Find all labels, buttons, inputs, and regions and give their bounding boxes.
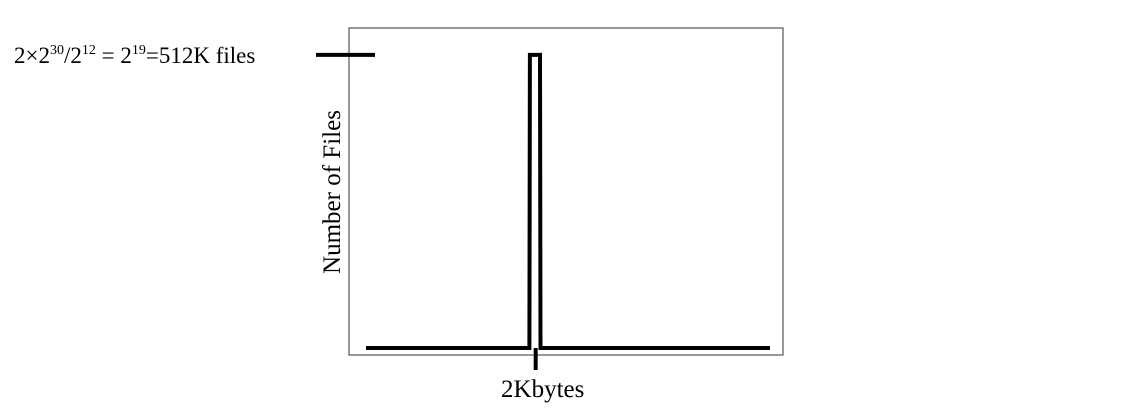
series-line-0 xyxy=(366,52,770,350)
y-axis-label: Number of Files xyxy=(319,110,346,274)
y-tick-label-part: 2×2 xyxy=(14,43,50,68)
tick-labels: 2Kbytes 2×230/212 = 219=512K files xyxy=(14,43,584,403)
y-tick-label-part: = 2 xyxy=(96,43,132,68)
y-tick-label-superscript: 12 xyxy=(82,43,96,58)
y-tick-label-0: 2×230/212 = 219=512K files xyxy=(14,43,255,68)
y-tick-label-superscript: 19 xyxy=(132,43,146,58)
y-tick-label-part: =512K files xyxy=(146,43,255,68)
y-tick-label-part: /2 xyxy=(64,43,82,68)
plot-frame xyxy=(348,27,784,356)
y-tick-label-superscript: 30 xyxy=(50,43,64,58)
x-tick-label-0: 2Kbytes xyxy=(501,376,584,403)
plot-marks xyxy=(316,52,770,370)
